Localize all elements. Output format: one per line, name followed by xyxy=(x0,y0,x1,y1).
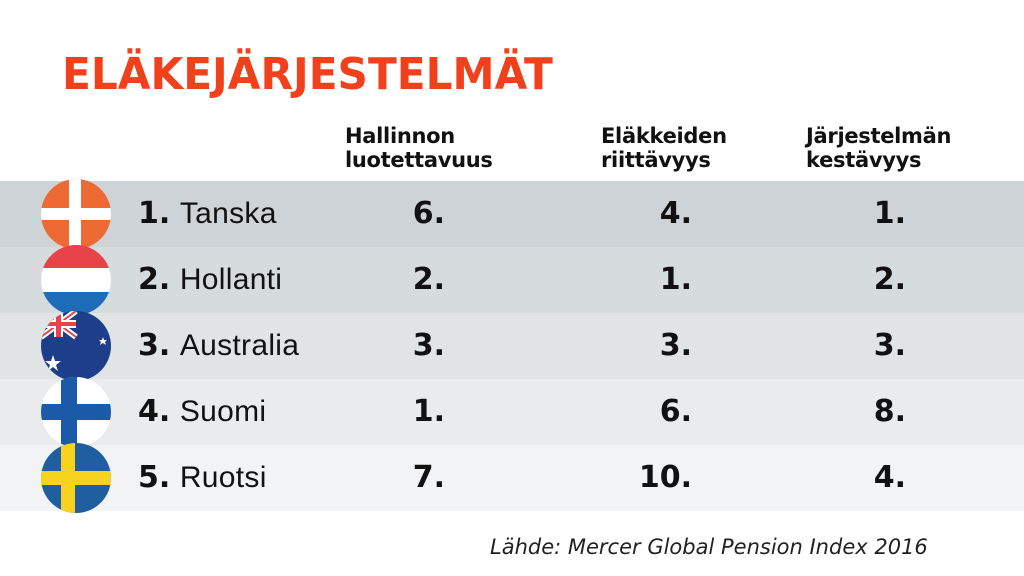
kestavyys-value: 2. xyxy=(873,262,906,297)
column-header-elakkeiden-riittavyys: Eläkkeiden riittävyys xyxy=(601,124,727,172)
page-title: ELÄKEJÄRJESTELMÄT xyxy=(62,49,553,100)
column-header-line: luotettavuus xyxy=(345,148,493,172)
country-name: Ruotsi xyxy=(179,461,267,494)
column-header-line: riittävyys xyxy=(601,148,711,172)
column-header-line: kestävyys xyxy=(806,148,922,172)
country-rank: 2. Hollanti xyxy=(138,263,282,297)
country-name: Suomi xyxy=(179,395,267,428)
rank-number: 4. xyxy=(138,394,171,429)
table-row: 2. Hollanti 2. 1. 2. xyxy=(0,245,1024,315)
hallinto-value: 2. xyxy=(412,262,445,297)
country-name: Hollanti xyxy=(179,263,283,296)
denmark-flag-icon xyxy=(41,179,111,249)
table-row: 4. Suomi 1. 6. 8. xyxy=(0,377,1024,447)
column-header-hallinnon-luotettavuus: Hallinnon luotettavuus xyxy=(345,124,493,172)
kestavyys-value: 1. xyxy=(873,196,906,231)
riittavyys-value: 4. xyxy=(659,196,692,231)
table-row: 1. Tanska 6. 4. 1. xyxy=(0,179,1024,249)
country-name: Tanska xyxy=(179,197,277,230)
rank-number: 3. xyxy=(138,328,171,363)
sweden-flag-icon xyxy=(41,443,111,513)
column-header-jarjestelman-kestavyys: Järjestelmän kestävyys xyxy=(806,124,951,172)
country-rank: 5. Ruotsi xyxy=(138,461,267,495)
hallinto-value: 7. xyxy=(412,460,445,495)
riittavyys-value: 6. xyxy=(659,394,692,429)
country-name: Australia xyxy=(179,329,300,362)
country-rank: 4. Suomi xyxy=(138,395,266,429)
kestavyys-value: 3. xyxy=(873,328,906,363)
column-header-line: Eläkkeiden xyxy=(601,124,727,148)
rank-number: 5. xyxy=(138,460,171,495)
riittavyys-value: 1. xyxy=(659,262,692,297)
country-rank: 1. Tanska xyxy=(138,197,277,231)
table-row: 3. Australia 3. 3. 3. xyxy=(0,311,1024,381)
finland-flag-icon xyxy=(41,377,111,447)
netherlands-flag-icon xyxy=(41,245,111,315)
ranking-table: 1. Tanska 6. 4. 1. 2. Hollanti 2. 1. 2. xyxy=(0,179,1024,513)
table-row: 5. Ruotsi 7. 10. 4. xyxy=(0,443,1024,513)
column-header-line: Järjestelmän xyxy=(806,124,952,148)
australia-flag-icon xyxy=(41,311,111,381)
kestavyys-value: 4. xyxy=(873,460,906,495)
source-note: Lähde: Mercer Global Pension Index 2016 xyxy=(490,535,928,559)
rank-number: 1. xyxy=(138,196,171,231)
riittavyys-value: 10. xyxy=(638,460,692,495)
hallinto-value: 6. xyxy=(412,196,445,231)
hallinto-value: 1. xyxy=(412,394,445,429)
kestavyys-value: 8. xyxy=(873,394,906,429)
riittavyys-value: 3. xyxy=(659,328,692,363)
rank-number: 2. xyxy=(138,262,171,297)
column-header-line: Hallinnon xyxy=(345,124,455,148)
hallinto-value: 3. xyxy=(412,328,445,363)
country-rank: 3. Australia xyxy=(138,329,299,363)
